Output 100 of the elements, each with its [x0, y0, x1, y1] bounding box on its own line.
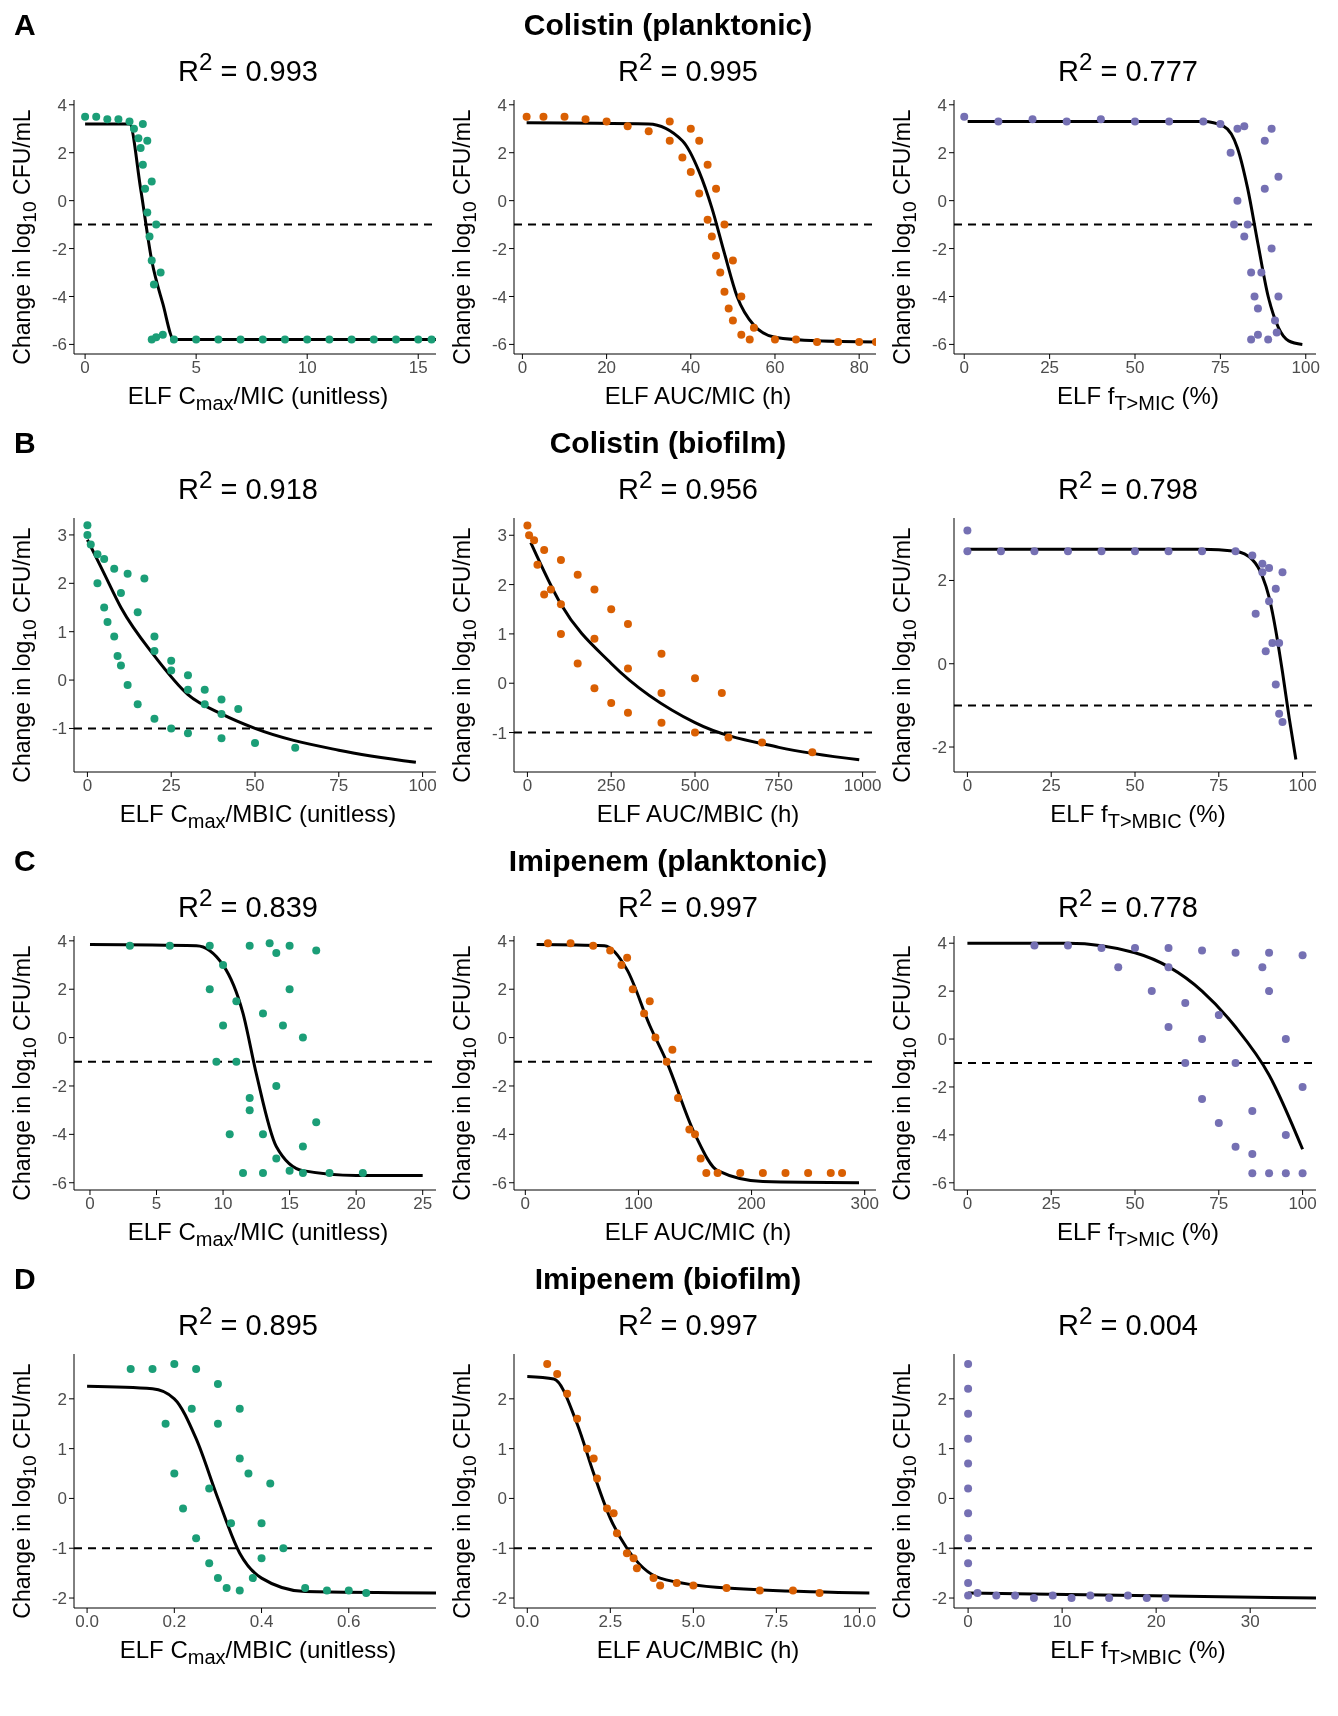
x-tick-label: 0: [522, 776, 533, 796]
point: [158, 330, 167, 339]
y-tick-label: 0: [497, 674, 507, 694]
x-tick-label: 25: [413, 1194, 433, 1214]
x-tick-label: 100: [408, 776, 437, 796]
x-tick-label: 250: [597, 776, 626, 796]
point: [724, 733, 733, 742]
point: [855, 338, 864, 347]
text: Colistin (biofilm): [549, 426, 787, 459]
x-axis-title: ELF C$_{max}$/MIC (unitless): [126, 382, 390, 416]
point: [1271, 680, 1280, 689]
text: D: [14, 1262, 36, 1295]
point: [92, 112, 101, 121]
point: [540, 590, 549, 599]
x-axis-title: ELF f$_{T>MIC}$ (%): [1056, 382, 1220, 416]
point: [788, 1586, 797, 1595]
point: [1199, 117, 1208, 126]
point: [1067, 1594, 1076, 1603]
point: [1233, 124, 1242, 133]
point: [1248, 1150, 1257, 1159]
point: [150, 632, 159, 641]
point: [232, 1057, 241, 1066]
x-tick-label: 50: [1125, 358, 1145, 378]
point: [147, 177, 156, 186]
point: [686, 167, 695, 176]
chart-title: R$^{2}$ = 0.956: [617, 466, 759, 507]
point: [1274, 292, 1283, 301]
y-tick-label: -2: [51, 239, 67, 259]
x-axis-title: ELF f$_{T>MBIC}$ (%): [1049, 1636, 1227, 1670]
point: [149, 280, 158, 289]
point: [1247, 335, 1256, 344]
y-tick-label: 0: [497, 1028, 507, 1048]
y-tick-label: 3: [497, 526, 507, 546]
point: [1248, 1106, 1257, 1115]
point: [716, 268, 725, 277]
point: [758, 738, 767, 747]
x-tick-label: 1000: [843, 776, 882, 796]
point: [964, 1459, 973, 1468]
point: [1265, 1169, 1274, 1178]
point: [244, 1469, 253, 1478]
point: [1260, 136, 1269, 145]
point: [213, 1419, 222, 1428]
x-tick-label: 60: [765, 358, 785, 378]
point: [266, 1479, 275, 1488]
y-tick-label: -1: [51, 1539, 67, 1559]
y-tick-label: -4: [491, 1125, 507, 1145]
point: [187, 1404, 196, 1413]
point: [964, 1384, 973, 1393]
point: [573, 659, 582, 668]
x-tick-label: 75: [329, 776, 349, 796]
point: [1275, 638, 1284, 647]
point: [86, 540, 95, 549]
point: [129, 124, 138, 133]
chart-title: R$^{2}$ = 0.839: [177, 884, 319, 925]
x-tick-label: 100: [624, 1194, 653, 1214]
x-tick-label: 300: [850, 1194, 879, 1214]
point: [1198, 1094, 1207, 1103]
point: [298, 1033, 307, 1042]
point: [1298, 1169, 1307, 1178]
y-tick-label: -2: [931, 1078, 947, 1097]
point: [556, 600, 565, 609]
point: [1257, 268, 1266, 277]
y-tick-label: -6: [51, 335, 67, 355]
point: [291, 743, 300, 752]
x-axis-title: ELF C$_{max}$/MIC (unitless): [126, 1218, 390, 1252]
y-tick-label: 0: [937, 191, 947, 211]
point: [724, 304, 733, 313]
point: [392, 335, 401, 344]
chart-title: R$^{2}$ = 0.997: [617, 1302, 759, 1343]
point: [123, 569, 132, 578]
x-tick-label: 20: [346, 1194, 366, 1214]
point: [1105, 1594, 1114, 1603]
point: [143, 208, 152, 217]
point: [702, 1169, 711, 1178]
point: [728, 256, 737, 265]
y-tick-label: -6: [51, 1173, 67, 1193]
x-axis-title: ELF f$_{T>MBIC}$ (%): [1049, 800, 1227, 834]
point: [556, 555, 565, 564]
point: [543, 1359, 552, 1368]
x-axis-title: ELF AUC/MIC (h): [603, 1218, 793, 1247]
point: [755, 1586, 764, 1595]
point: [427, 335, 436, 344]
y-tick-label: 0: [937, 1489, 947, 1509]
point: [1164, 963, 1173, 972]
point: [703, 160, 712, 169]
x-tick-label: 0.2: [162, 1612, 187, 1632]
point: [1131, 547, 1139, 556]
point: [156, 268, 165, 277]
point: [749, 323, 758, 332]
y-tick-label: 0: [57, 191, 67, 211]
point: [1165, 117, 1174, 126]
point: [523, 521, 532, 530]
point: [134, 134, 143, 143]
point: [1231, 1059, 1240, 1067]
x-tick-label: 2.5: [598, 1612, 623, 1632]
point: [589, 941, 598, 950]
point: [657, 649, 666, 658]
point: [546, 585, 555, 594]
x-tick-label: 500: [680, 776, 710, 796]
point: [1265, 563, 1274, 572]
